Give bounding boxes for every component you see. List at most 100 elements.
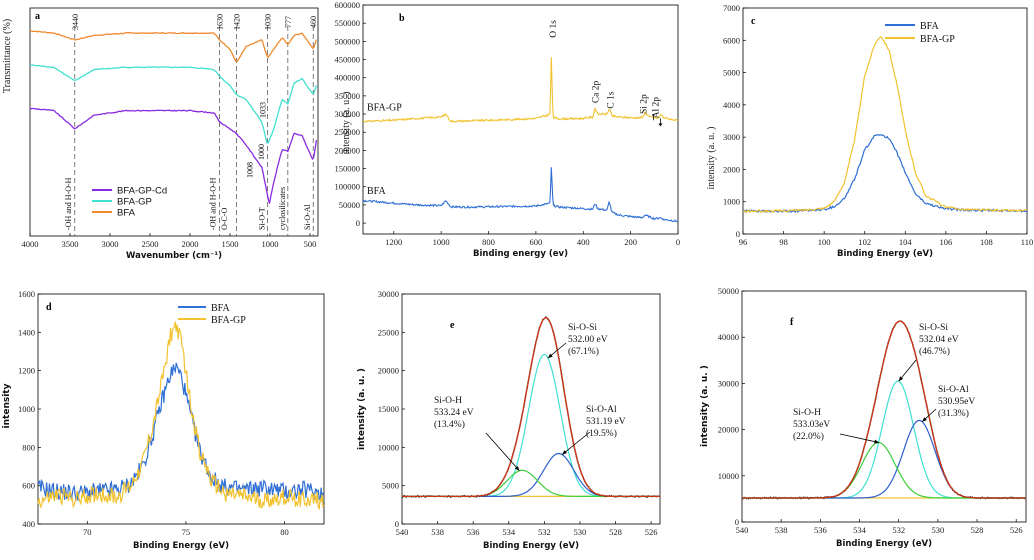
- legend-entry: BFA: [211, 303, 230, 314]
- x-tick-label: 200: [624, 237, 637, 247]
- label-arrow: [561, 431, 591, 455]
- peak-label: 1630: [216, 14, 225, 30]
- y-tick-label: 1600: [18, 289, 35, 299]
- y-tick-label: 20000: [718, 425, 739, 435]
- x-tick-label: 532: [538, 527, 551, 537]
- x-tick-label: 110: [1021, 237, 1033, 247]
- x-tick-label: 532: [892, 525, 905, 535]
- plot-frame: [362, 4, 679, 235]
- x-tick-label: 536: [467, 527, 480, 537]
- y-tick-label: 1000: [723, 197, 740, 207]
- y-tick-label: 0: [736, 229, 740, 239]
- y-axis-label: intensity (a. u. ): [357, 368, 367, 450]
- y-tick-label: 100000: [335, 182, 361, 192]
- y-tick-label: 1400: [18, 327, 35, 337]
- series-line-bfa-gp: [37, 321, 325, 511]
- plot-frame: [741, 290, 1027, 523]
- series-label: BFA-GP: [367, 102, 402, 113]
- panel-label: a: [35, 11, 40, 22]
- legend: BFA BFA-GP: [885, 21, 955, 45]
- y-tick-label: 0: [356, 218, 360, 228]
- y-tick-label: 50000: [718, 286, 739, 296]
- y-tick-label: 30000: [718, 378, 739, 388]
- peak-label: 1030: [264, 14, 273, 30]
- y-tick-label: 10000: [718, 471, 739, 481]
- label-arrow: [839, 433, 880, 443]
- y-tick-label: 2000: [723, 164, 740, 174]
- component-name-label: Si-O-Al: [586, 405, 617, 415]
- x-axis-label: Binding Energy (eV): [836, 539, 932, 549]
- band-assignment: Si-O-Al: [303, 203, 312, 230]
- x-tick-label: 600: [530, 237, 543, 247]
- y-tick-label: 200000: [335, 145, 361, 155]
- band-assignment: -OH and H-O-H: [209, 177, 218, 230]
- y-tick-label: 40000: [718, 332, 739, 342]
- y-tick-label: 25000: [378, 327, 399, 337]
- arrow-head: [922, 417, 927, 422]
- x-tick-label: 75: [182, 527, 191, 537]
- y-tick-label: 400000: [335, 73, 361, 83]
- band-assignment: cyclosilicates: [278, 187, 287, 230]
- y-tick-label: 1000: [18, 404, 35, 414]
- panel-a-ftir: 4000 3500 3000 2500 2000 1500 1000 500 Wavenumbe…: [2, 7, 319, 261]
- x-tick-label: 530: [931, 525, 944, 535]
- peak-inline-label: 1000: [257, 144, 266, 160]
- legend-entry: BFA-GP-Cd: [117, 186, 167, 197]
- x-tick-label: 538: [431, 527, 444, 537]
- y-axis-label: intensity (a. u. ): [341, 91, 352, 154]
- y-tick-label: 150000: [335, 164, 361, 174]
- legend-entry: BFA: [920, 21, 939, 32]
- y-tick-label: 10000: [378, 442, 399, 452]
- x-tick-label: 530: [574, 527, 587, 537]
- y-axis-label: intensity (a. u. ): [700, 365, 710, 447]
- x-tick-label: 4000: [22, 239, 39, 249]
- component-energy-label: 532.04 eV: [919, 335, 959, 345]
- panel-label: f: [790, 317, 794, 328]
- component-percent-label: (22.0%): [793, 431, 824, 442]
- y-tick-label: 350000: [335, 91, 361, 101]
- x-tick-label: 1200: [385, 237, 402, 247]
- panel-d-al2p: 70 75 80 400 600 800 1000 1200 1400 1600 Binding E…: [2, 289, 325, 551]
- x-tick-label: 536: [814, 525, 827, 535]
- x-tick-label: 1000: [262, 239, 279, 249]
- peak-label: Si 2p: [639, 94, 649, 114]
- y-tick-label: 50000: [339, 200, 360, 210]
- component-energy-label: 530.95eV: [938, 397, 975, 407]
- x-tick-label: 534: [853, 525, 867, 535]
- y-tick-label: 5000: [382, 481, 399, 491]
- x-tick-label: 100: [818, 237, 831, 247]
- arrow-head: [898, 376, 904, 382]
- y-tick-label: 4000: [723, 100, 740, 110]
- component-percent-label: (19.5%): [586, 428, 617, 439]
- y-axis-label: intensity: [2, 383, 12, 428]
- y-tick-label: 6000: [723, 35, 740, 45]
- panel-b-survey: 1200 1000 800 600 400 200 0 0 50000 100000 150000 2…: [335, 0, 681, 259]
- panel-f-o1s-fit: 540 538 536 534 532 530 528 526 0 10000 20000 30000…: [700, 286, 1027, 549]
- x-tick-label: 540: [736, 525, 749, 535]
- x-tick-label: 1000: [433, 237, 450, 247]
- peak-label: Al 2p: [651, 97, 661, 119]
- panel-c-si2p: 96 98 100 102 104 106 108 110 0 1000 2000 3000 4000 5…: [706, 3, 1033, 259]
- y-tick-label: 300000: [335, 109, 361, 119]
- fit-component-si-o-si: [742, 380, 1026, 499]
- fit-component-si-o-h: [742, 441, 1026, 499]
- peak-inline-label: 1033: [258, 102, 267, 118]
- panel-label: c: [751, 16, 756, 27]
- x-tick-label: 1500: [222, 239, 239, 249]
- y-tick-label: 500000: [335, 36, 361, 46]
- x-axis-label: Wavenumber (cm⁻¹): [126, 251, 222, 261]
- label-arrow: [485, 432, 520, 472]
- series-line-bfa: [37, 362, 325, 503]
- peak-label: 1420: [232, 14, 241, 30]
- raw-data: [741, 319, 1027, 500]
- peak-label: C 1s: [606, 91, 616, 108]
- x-tick-label: 500: [304, 239, 317, 249]
- y-tick-label: 800: [22, 442, 35, 452]
- component-name-label: Si-O-H: [434, 396, 462, 406]
- peak-label: O 1s: [549, 20, 559, 38]
- legend-entry: BFA-GP: [920, 34, 955, 45]
- peak-inline-label: 1008: [245, 162, 254, 178]
- y-tick-label: 30000: [378, 289, 399, 299]
- band-assignment: Si-O-T: [258, 207, 267, 230]
